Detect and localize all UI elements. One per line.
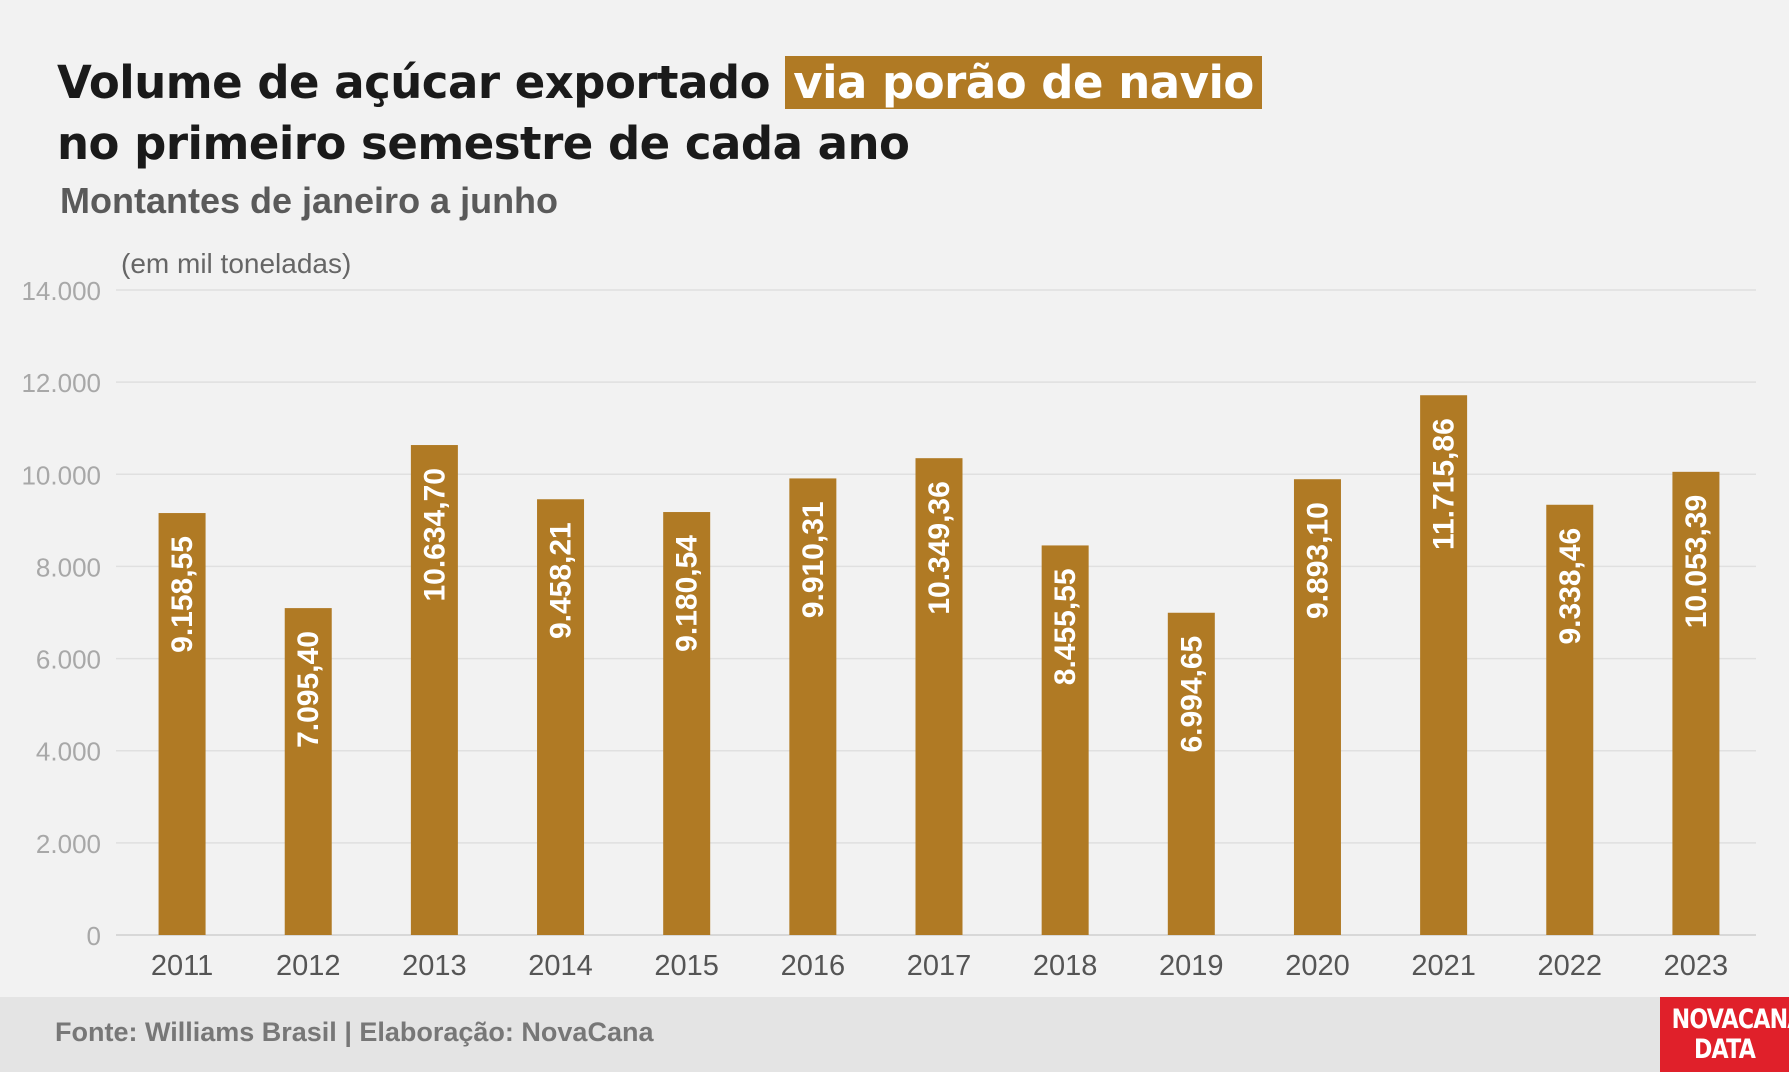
value-label-2021: 11.715,86 [1428,418,1461,550]
value-label-2013: 10.634,70 [418,468,451,601]
bar-2018 [1041,545,1089,935]
x-tick-label-2016: 2016 [781,950,846,982]
chart-title: Volume de açúcar exportado via porão de … [57,52,1262,174]
bar-2017 [915,458,963,935]
value-label-2014: 9.458,21 [545,522,578,639]
x-tick-label-2023: 2023 [1664,950,1729,982]
bar-2023 [1672,471,1720,935]
value-label-2012: 7.095,40 [292,631,325,748]
bar-2015 [663,512,711,935]
y-tick-label: 6.000 [36,645,101,675]
bar-2021 [1420,395,1468,935]
x-tick-label-2011: 2011 [151,950,213,982]
x-tick-label-2018: 2018 [1033,950,1098,982]
x-tick-label-2012: 2012 [276,950,341,982]
x-tick-label-2014: 2014 [528,950,593,982]
y-tick-label: 2.000 [36,829,101,859]
value-label-2019: 6.994,65 [1175,636,1208,753]
value-label-2020: 9.893,10 [1301,502,1334,619]
value-label-2015: 9.180,54 [671,535,704,652]
logo-line2: DATA [1693,1034,1756,1065]
y-tick-label: 4.000 [36,737,101,767]
x-tick-label-2017: 2017 [907,950,972,982]
bar-chart: 02.0004.0006.0008.00010.00012.00014.000 … [21,276,1756,982]
x-tick-label-2020: 2020 [1285,950,1350,982]
y-tick-label: 14.000 [21,276,101,306]
x-axis-ticks: 2011 2012 2013 2014 2015 2016 2017 2018 2019 2020… [151,950,1728,982]
bar-2016 [789,478,837,935]
bar-2019 [1167,612,1215,935]
y-tick-label: 8.000 [36,552,101,582]
x-tick-label-2019: 2019 [1159,950,1224,982]
bar-2022 [1546,504,1594,935]
value-label-2017: 10.349,36 [923,481,956,614]
source-text: Fonte: Williams Brasil | Elaboração: Nov… [55,1017,654,1047]
bars [158,395,1720,935]
x-tick-label-2013: 2013 [402,950,467,982]
x-tick-label-2022: 2022 [1538,950,1603,982]
value-labels: 9.158,55 7.095,40 10.634,70 9.458,21 9.180,5… [166,418,1713,752]
logo-line1: NOVACANA [1671,1004,1789,1035]
value-label-2016: 9.910,31 [797,501,830,618]
title-highlight: via porão de navio [785,56,1262,109]
novacana-logo: NOVACANA DATA [1660,997,1789,1072]
value-label-2011: 9.158,55 [166,536,199,653]
value-label-2018: 8.455,55 [1049,568,1082,685]
bar-2012 [284,608,332,935]
x-tick-label-2021: 2021 [1411,950,1476,982]
title-part1: Volume de açúcar exportado [57,56,771,109]
bar-2011 [158,513,206,935]
unit-note: (em mil toneladas) [121,248,352,279]
bar-2013 [410,445,458,935]
footer: Fonte: Williams Brasil | Elaboração: Nov… [0,997,1789,1072]
y-tick-label: 12.000 [21,368,101,398]
title-line2: no primeiro semestre de cada ano [57,117,910,170]
y-tick-label: 0 [87,921,101,951]
y-axis-ticks: 0 2.000 4.000 6.000 8.000 10.000 12.000 14.000 [21,276,101,951]
value-label-2022: 9.338,46 [1554,528,1587,645]
bar-2014 [537,499,585,935]
bar-2020 [1293,479,1341,935]
value-label-2023: 10.053,39 [1680,495,1713,628]
y-tick-label: 10.000 [21,460,101,490]
chart-subtitle: Montantes de janeiro a junho [60,180,559,221]
x-tick-label-2015: 2015 [654,950,719,982]
